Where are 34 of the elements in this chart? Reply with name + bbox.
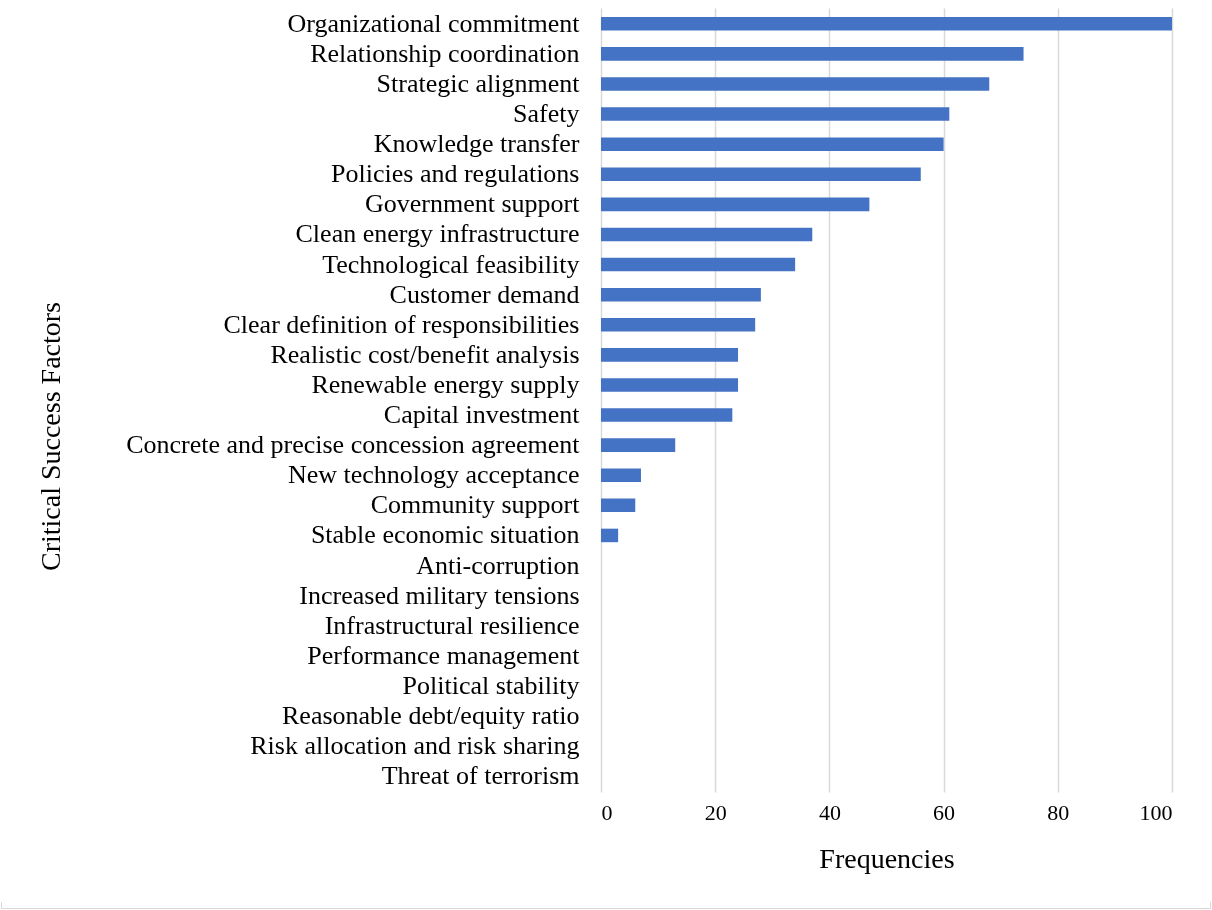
y-tick-label: Relationship coordination	[310, 38, 580, 68]
y-tick-label: Safety	[513, 99, 580, 129]
y-tick-label: Threat of terrorism	[381, 761, 580, 791]
y-tick-label: Stable economic situation	[310, 520, 580, 550]
x-tick-label: 80	[1047, 799, 1070, 825]
y-tick-label: Knowledge transfer	[373, 129, 580, 159]
y-tick-label: New technology acceptance	[287, 460, 580, 490]
y-tick-label: Concrete and precise concession agreement	[126, 430, 581, 460]
y-tick-label: Strategic alignment	[376, 68, 581, 98]
y-tick-label: Performance management	[307, 640, 581, 670]
y-tick-label: Realistic cost/benefit analysis	[270, 339, 580, 369]
y-tick-label: Clear definition of responsibilities	[223, 309, 580, 339]
y-tick-label: Clean energy infrastructure	[295, 219, 580, 249]
y-axis-title: Critical Success Factors	[34, 301, 66, 572]
x-tick-label: 40	[818, 799, 841, 825]
y-tick-label: Technological feasibility	[322, 249, 580, 279]
y-tick-label: Community support	[370, 490, 581, 520]
y-tick-label: Government support	[365, 189, 581, 219]
x-tick-label: 100	[1139, 799, 1173, 825]
y-tick-label: Customer demand	[389, 279, 580, 309]
x-tick-label: 0	[601, 799, 613, 825]
y-tick-label: Political stability	[402, 670, 580, 700]
x-tick-label: 60	[933, 799, 956, 825]
y-tick-label: Risk allocation and risk sharing	[250, 731, 580, 761]
y-tick-label: Capital investment	[383, 400, 581, 430]
y-tick-label: Organizational commitment	[287, 8, 581, 38]
y-tick-label: Infrastructural resilience	[324, 610, 580, 640]
x-axis-title: Frequencies	[819, 842, 955, 874]
x-tick-label: 20	[704, 799, 727, 825]
y-tick-label: Policies and regulations	[331, 159, 580, 189]
y-tick-label: Reasonable debt/equity ratio	[282, 701, 580, 731]
y-tick-label: Anti-corruption	[416, 550, 580, 580]
y-tick-label: Renewable energy supply	[311, 369, 580, 399]
y-tick-label: Increased military tensions	[299, 580, 580, 610]
